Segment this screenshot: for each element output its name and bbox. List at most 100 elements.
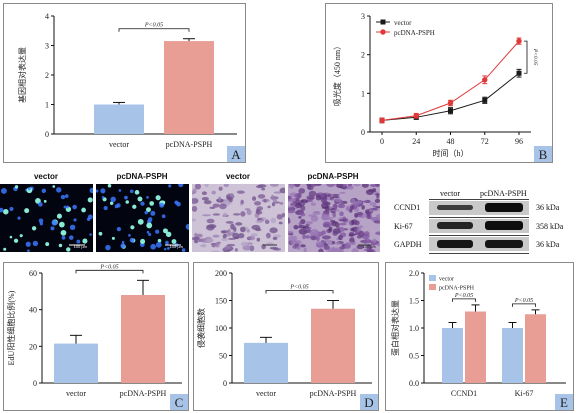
cell-nucleus <box>3 247 7 251</box>
legend-marker <box>380 29 386 35</box>
stained-cell <box>263 198 267 203</box>
invasion-psph-image: 100 μm <box>288 184 380 252</box>
stained-cell <box>308 190 317 197</box>
stained-cell <box>257 218 263 221</box>
significance-label: P<0.05 <box>454 293 473 299</box>
cell-nucleus <box>69 224 76 231</box>
y-tick-label: 4 <box>45 12 49 21</box>
stained-cell <box>298 216 302 219</box>
cell-nucleus <box>178 184 184 188</box>
stained-cell <box>252 196 257 201</box>
cell-nucleus <box>118 189 122 192</box>
cell-nucleus <box>116 227 122 232</box>
y-tick-label: 0 <box>223 379 227 388</box>
stained-cell <box>205 238 214 243</box>
cell-nucleus <box>66 247 71 252</box>
cell-nucleus <box>159 202 165 208</box>
significance-label: P<0.05 <box>514 298 533 304</box>
stained-cell <box>326 184 336 188</box>
y-axis-label: 吸光度（450 nm） <box>332 42 342 106</box>
cell-nucleus <box>185 223 189 230</box>
y-tick-label: 0 <box>45 130 49 139</box>
cell-nucleus <box>163 228 168 234</box>
y-tick-label: 3 <box>45 42 49 51</box>
significance-bracket <box>265 290 334 294</box>
stained-cell <box>310 202 316 206</box>
cell-nucleus <box>89 187 93 194</box>
cell-nucleus <box>52 185 56 188</box>
stained-cell <box>192 188 197 194</box>
stained-cell <box>256 237 261 242</box>
stained-cell <box>222 212 228 217</box>
stained-cell <box>373 220 380 224</box>
stained-cell <box>305 220 313 225</box>
stained-cell <box>361 205 365 210</box>
stained-cell <box>328 226 333 231</box>
stained-cell <box>376 192 380 199</box>
stained-cell <box>323 244 330 250</box>
wb-band-gapdh-psph <box>485 240 523 248</box>
wb-band-gapdh-vector <box>437 240 473 248</box>
data-point <box>482 77 488 83</box>
stained-cell <box>350 204 355 211</box>
wb-sep <box>429 235 529 236</box>
cell-nucleus <box>103 206 108 211</box>
cell-nucleus <box>132 204 137 209</box>
data-point <box>379 117 385 124</box>
cell-nucleus <box>140 238 146 244</box>
cell-nucleus <box>146 230 150 234</box>
stained-cell <box>212 213 221 216</box>
stained-cell <box>223 184 230 188</box>
stained-cell <box>365 189 374 195</box>
y-tick-label: 1.5 <box>409 297 419 306</box>
x-tick-label: 0 <box>380 137 384 146</box>
stained-cell <box>337 203 346 209</box>
stained-cell <box>288 184 295 189</box>
cell-nucleus <box>72 204 77 210</box>
cell-nucleus <box>89 233 92 236</box>
x-tick-label: 96 <box>515 137 523 146</box>
y-tick-label: 0 <box>361 128 365 137</box>
cell-nucleus <box>9 206 14 212</box>
cell-nucleus <box>157 238 162 243</box>
legend-marker <box>380 19 386 25</box>
y-tick-label: 0.0 <box>409 379 419 388</box>
stained-cell <box>372 242 376 247</box>
stained-cell <box>204 184 209 188</box>
cell-nucleus <box>24 208 30 214</box>
stained-cell <box>351 248 359 252</box>
stained-cell <box>201 244 207 247</box>
cell-nucleus <box>168 184 172 188</box>
stained-cell <box>264 219 270 225</box>
stained-cell <box>230 223 235 230</box>
cell-nucleus <box>61 235 66 240</box>
wb-header-psph: pcDNA-PSPH <box>480 189 527 198</box>
significance-bracket <box>512 303 536 307</box>
stained-cell <box>211 190 216 195</box>
stained-cell <box>225 221 234 224</box>
chart-e: 0.0 0.5 1.0 1.5 2.0 蛋白相对表达量 CCND1 P<0.05 Ki-67 P<… <box>390 269 573 410</box>
data-point <box>516 70 522 76</box>
stained-cell <box>314 230 319 237</box>
y-tick-label: 3 <box>361 12 365 21</box>
stained-cell <box>364 238 371 244</box>
cell-nucleus <box>140 201 145 206</box>
cell-nucleus <box>82 238 88 244</box>
cell-nucleus <box>130 225 135 230</box>
cell-nucleus <box>164 247 167 251</box>
stained-cell <box>332 230 338 236</box>
y-tick-label: 1 <box>361 89 365 98</box>
stained-cell <box>230 192 234 199</box>
y-tick-label: 60 <box>29 269 37 278</box>
cell-nucleus <box>73 218 77 222</box>
stained-cell <box>228 197 233 203</box>
stained-cell <box>270 217 277 224</box>
edu-vector-image: 100 μm <box>0 184 93 252</box>
stained-cell <box>250 233 258 237</box>
stained-cell <box>234 248 238 252</box>
stained-cell <box>272 197 277 204</box>
legend-swatch <box>429 284 436 290</box>
cell-nucleus <box>76 239 81 244</box>
chart-d: 0 50 100 150 200 侵袭细胞数 vector pcDNA-PSPH P<0.05 D <box>196 269 378 410</box>
cell-nucleus <box>68 235 74 240</box>
